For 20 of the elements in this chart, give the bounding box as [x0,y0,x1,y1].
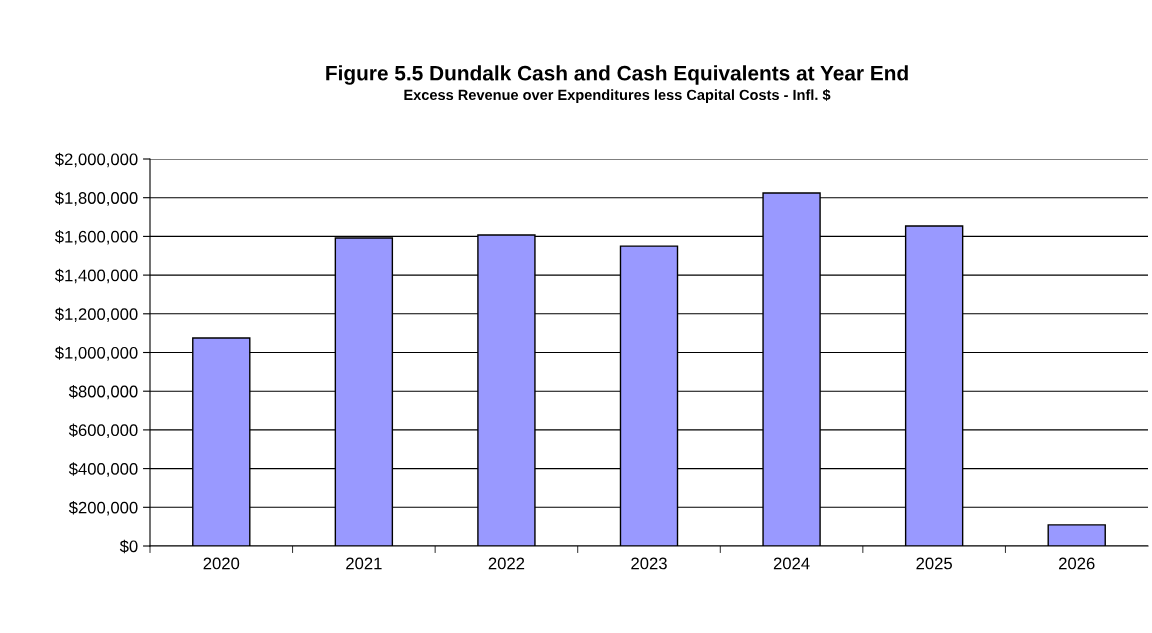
y-tick-label: $0 [119,539,138,554]
x-tick-label: 2020 [203,557,240,570]
x-tick-label: 2021 [346,557,382,570]
y-tick-label: $2,000,000 [54,152,138,168]
y-tick-label: $600,000 [68,423,138,439]
y-tick-label: $1,400,000 [54,268,138,284]
chart-subtitle: Excess Revenue over Expenditures less Capital Costs - Infl. $ [404,89,831,103]
y-tick-label: $1,600,000 [54,230,138,245]
x-tick-label: 2025 [916,557,952,570]
x-tick-label: 2022 [488,557,525,570]
x-tick-label: 2023 [631,557,667,570]
y-tick-label: $200,000 [68,501,138,516]
y-tick-label: $1,200,000 [54,307,138,322]
x-tick-label: 2024 [773,557,810,570]
y-tick-label: $1,800,000 [54,191,138,206]
y-tick-label: $800,000 [68,384,138,400]
y-tick-label: $400,000 [68,462,138,477]
y-tick-label: $1,000,000 [54,346,138,361]
chart-title: Figure 5.5 Dundalk Cash and Cash Equivalents at Year End [326,65,908,85]
x-tick-label: 2026 [1059,557,1095,570]
